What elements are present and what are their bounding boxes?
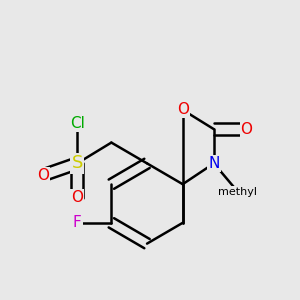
Text: S: S bbox=[71, 154, 83, 172]
Text: Cl: Cl bbox=[70, 116, 85, 131]
Text: F: F bbox=[73, 215, 82, 230]
Text: O: O bbox=[177, 102, 189, 117]
Text: O: O bbox=[37, 168, 49, 183]
Text: O: O bbox=[241, 122, 253, 137]
Text: N: N bbox=[208, 156, 220, 171]
Text: methyl: methyl bbox=[218, 187, 257, 196]
Text: O: O bbox=[71, 190, 83, 205]
